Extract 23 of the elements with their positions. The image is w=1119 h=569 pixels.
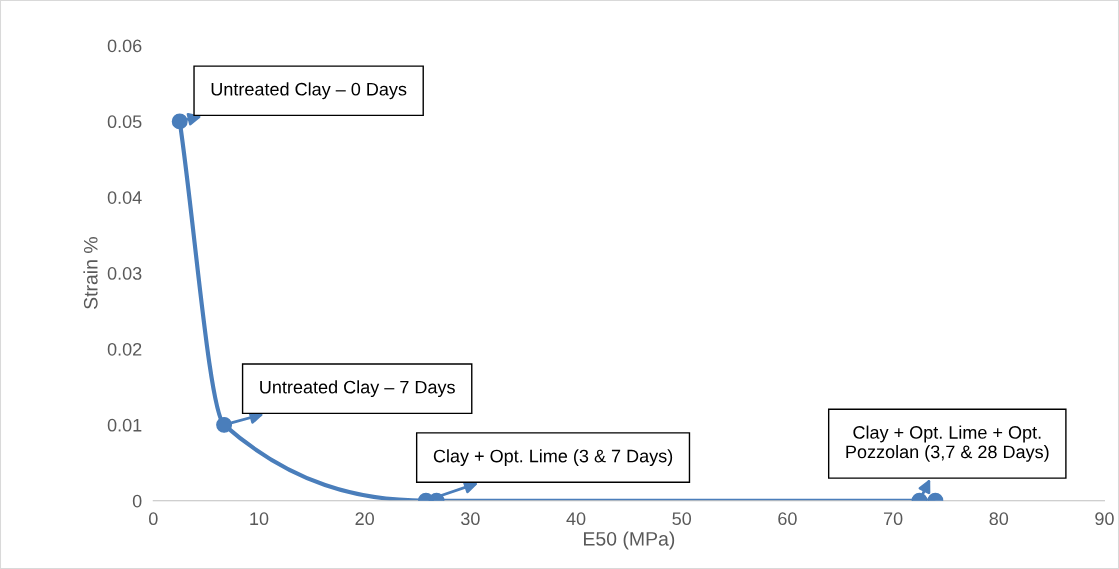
x-tick-label: 20: [355, 512, 375, 526]
x-tick-label: 80: [989, 512, 1009, 526]
x-tick-label: 40: [566, 512, 586, 526]
annotation: Untreated Clay – 0 Days: [211, 82, 407, 100]
y-tick-label: 0.03: [107, 267, 142, 280]
x-tick-label: 30: [461, 512, 480, 526]
y-tick-label: 0.02: [107, 342, 142, 356]
x-tick-label: 10: [250, 512, 269, 526]
x-tick-label: 70: [883, 512, 903, 526]
annotation: Untreated Clay – 7 Days: [260, 380, 455, 398]
x-tick-label: 50: [672, 512, 692, 526]
y-axis-title: Strain %: [83, 237, 98, 309]
y-tick-label: 0.01: [107, 418, 142, 432]
x-tick-label: 60: [778, 512, 797, 526]
y-tick-label: 0.04: [107, 191, 142, 204]
y-tick-label: 0.05: [107, 115, 142, 129]
y-tick-label: 0: [132, 494, 142, 508]
x-tick-label: 90: [1095, 512, 1114, 526]
annotation: Clay + Opt. Lime + Opt. Pozzolan (3,7 & 28 Days): [846, 425, 1049, 462]
x-tick-label: 0: [148, 512, 158, 526]
x-axis-title: E50 (MPa): [584, 531, 675, 550]
y-tick-label: 0.06: [107, 39, 142, 53]
annotation: Clay + Opt. Lime (3 & 7 Days): [433, 449, 673, 466]
